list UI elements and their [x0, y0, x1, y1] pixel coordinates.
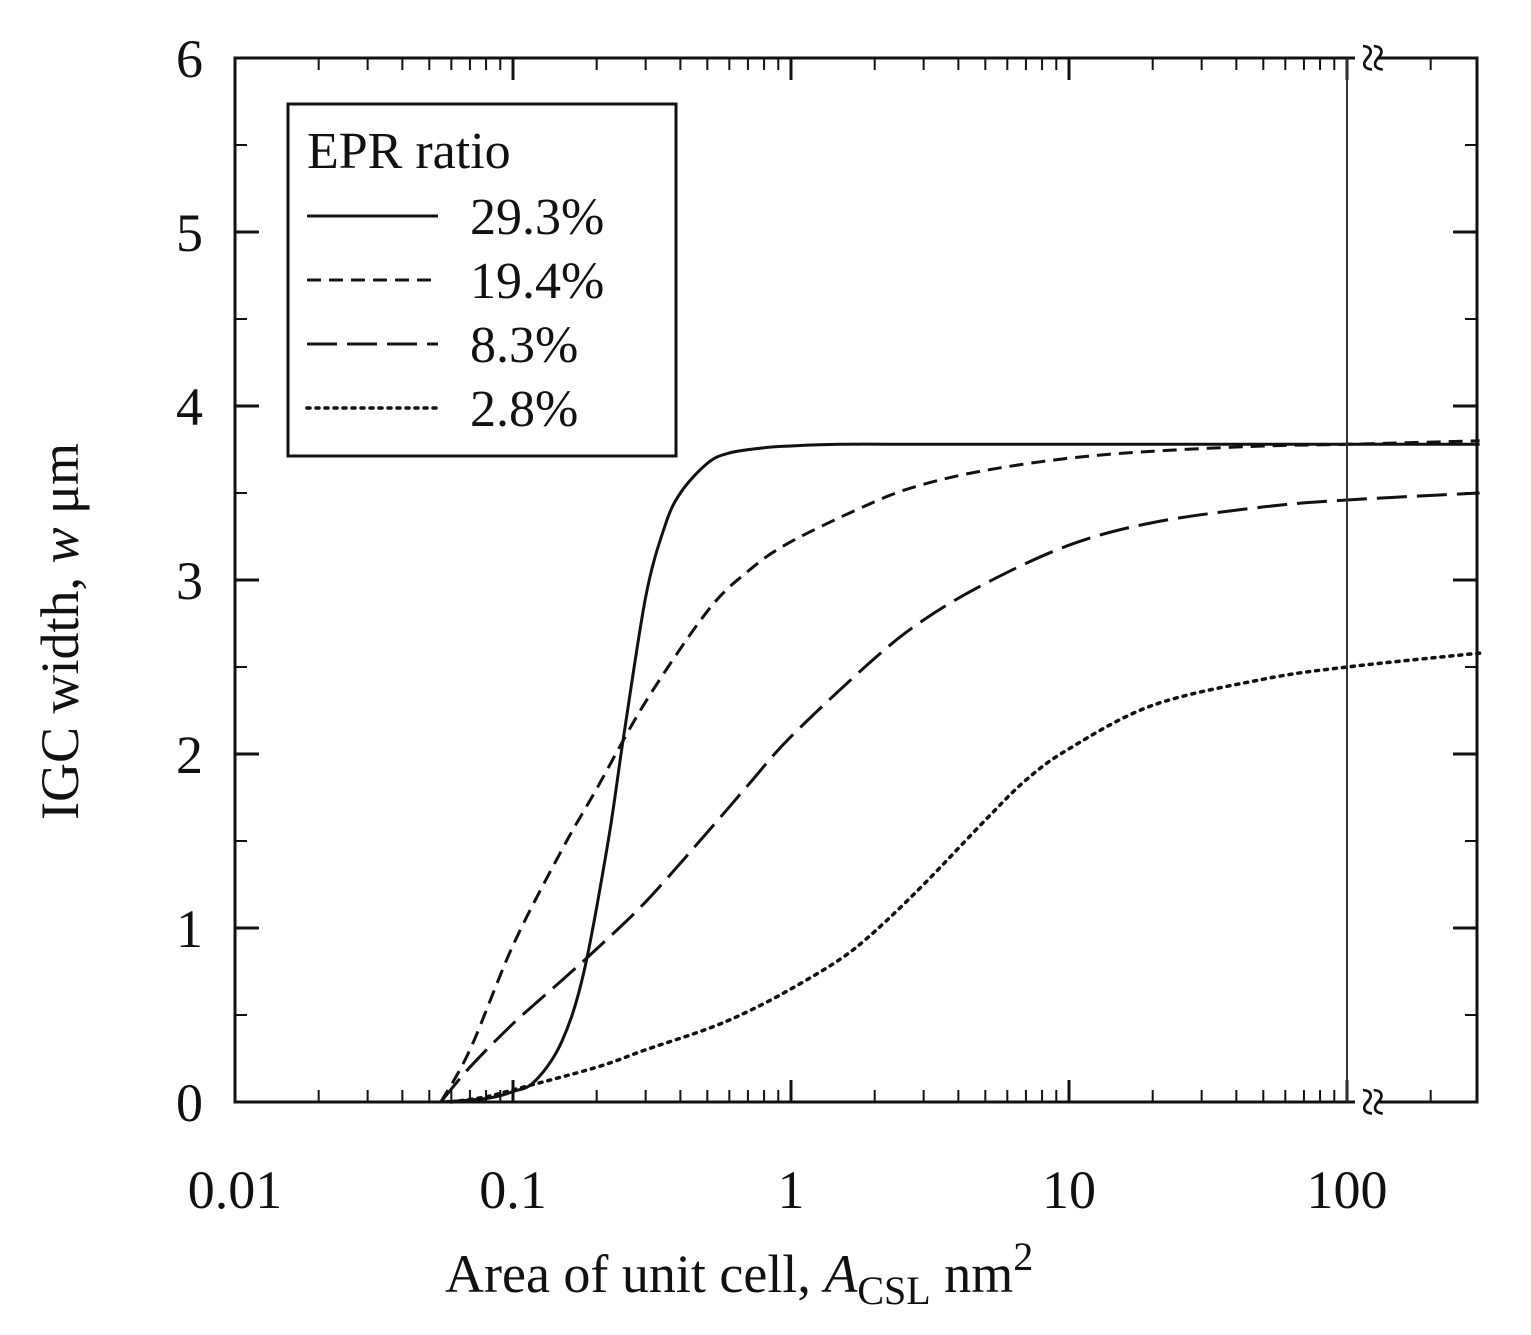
x-axis-title-subscript: CSL	[857, 1268, 930, 1313]
series-line-1	[440, 442, 1480, 1104]
series-group	[439, 439, 1482, 1104]
x-tick-label: 0.1	[479, 1160, 547, 1220]
y-tick-label: 6	[176, 29, 203, 89]
y-axis-title: IGC width, w μm	[30, 443, 90, 820]
x-axis-title-superscript: 2	[1013, 1234, 1033, 1279]
y-tick-label: 3	[176, 551, 203, 611]
y-tick-label: 1	[176, 899, 203, 959]
x-tick-label: 0.01	[188, 1160, 283, 1220]
axis-break-glyph-group: ≈	[1343, 43, 1403, 73]
x-tick-labels: 0.01 0.1 1 10 100	[188, 1160, 1388, 1220]
y-axis-title-main: IGC width,	[30, 564, 90, 821]
x-axis-title: Area of unit cell, ACSL nm2	[445, 1234, 1033, 1313]
x-axis-title-main: Area of unit cell,	[445, 1244, 824, 1304]
axis-break-marker-top: ≈	[1343, 43, 1403, 73]
x-tick-label: 1	[778, 1160, 805, 1220]
x-axis-title-unit: nm	[931, 1244, 1014, 1304]
legend-label-4: 2.8%	[470, 381, 578, 438]
legend: EPR ratio 29.3% 19.4% 8.3% 2.8%	[286, 102, 678, 458]
y-tick-label: 0	[176, 1073, 203, 1133]
legend-title: EPR ratio	[307, 123, 511, 180]
axis-break-marker-bottom: ≈	[1343, 1087, 1403, 1117]
series-line-3	[439, 491, 1480, 1103]
axis-break-markers: ≈≈	[1343, 38, 1403, 1122]
x-tick-label: 10	[1042, 1160, 1096, 1220]
legend-entries: 29.3% 19.4% 8.3% 2.8%	[305, 189, 604, 438]
axis-break-glyph-group: ≈	[1343, 1087, 1403, 1117]
y-tick-label: 4	[176, 377, 203, 437]
x-axis-title-symbol: A	[821, 1244, 858, 1304]
series-line-4	[449, 651, 1482, 1104]
y-tick-label: 5	[176, 203, 203, 263]
legend-label-2: 19.4%	[470, 253, 604, 310]
y-axis-title-unit: μm	[30, 443, 90, 527]
y-tick-labels: 0 1 2 3 4 5 6	[176, 29, 203, 1133]
axis-break-gap	[1355, 1082, 1379, 1122]
series-line-2	[439, 439, 1480, 1103]
x-tick-label: 100	[1307, 1160, 1388, 1220]
axis-break-gap	[1355, 38, 1379, 78]
legend-label-3: 8.3%	[470, 317, 578, 374]
legend-label-1: 29.3%	[470, 189, 604, 246]
y-axis-title-symbol: w	[30, 527, 90, 563]
y-tick-label: 2	[176, 725, 203, 785]
major-ticks	[235, 58, 1477, 1102]
